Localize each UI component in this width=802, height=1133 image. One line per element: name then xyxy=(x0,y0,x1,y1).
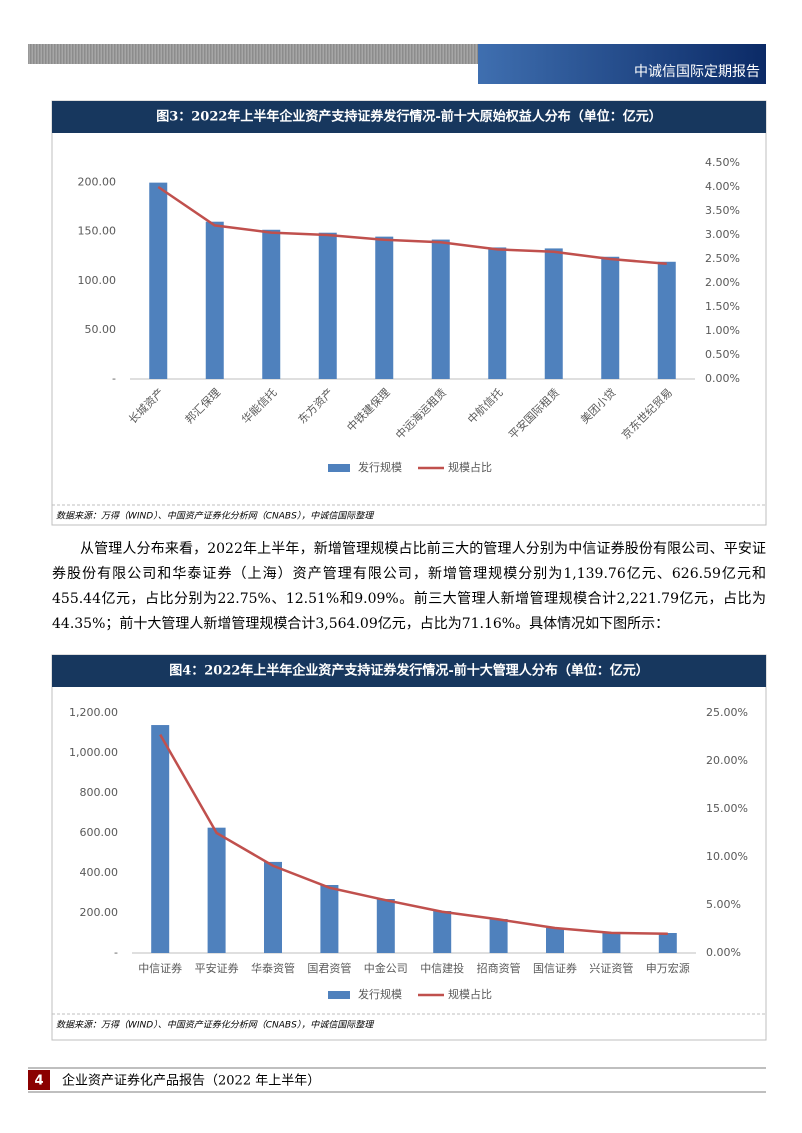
y2-tick-label: 1.50% xyxy=(705,300,740,313)
bar xyxy=(264,861,282,953)
x-tick-label: 华能信托 xyxy=(238,385,279,426)
y-tick-label: 200.00 xyxy=(80,906,119,919)
bar xyxy=(262,229,281,379)
y2-tick-label: 2.50% xyxy=(705,252,740,265)
x-tick-label: 国君资管 xyxy=(307,961,351,975)
x-tick-label: 美团小贷 xyxy=(577,385,618,426)
y-tick-label: - xyxy=(114,946,118,959)
bar xyxy=(151,725,170,953)
footer-title: 企业资产证券化产品报告（2022 年上半年） xyxy=(62,1073,320,1089)
bar xyxy=(601,256,620,379)
y-tick-label: 600.00 xyxy=(80,826,119,839)
figure-title: 图3：2022年上半年企业资产支持证券发行情况-前十大原始权益人分布（单位：亿元… xyxy=(156,109,662,125)
x-tick-label: 平安国际租赁 xyxy=(505,385,562,442)
y2-tick-label: 3.50% xyxy=(705,204,740,217)
legend-label: 规模占比 xyxy=(448,987,492,1001)
x-tick-label: 国信证券 xyxy=(533,961,577,975)
legend-swatch xyxy=(328,991,350,999)
page-number-box xyxy=(28,1070,50,1090)
y-tick-label: 100.00 xyxy=(78,274,117,287)
figure-title-bar xyxy=(52,101,766,133)
bar xyxy=(205,221,224,379)
bar xyxy=(149,182,168,379)
y2-tick-label: 4.00% xyxy=(705,180,740,193)
y2-tick-label: 25.00% xyxy=(706,706,748,719)
legend-label: 发行规模 xyxy=(358,460,402,474)
x-tick-label: 长城资产 xyxy=(125,385,166,426)
y2-tick-label: 20.00% xyxy=(706,754,748,767)
y2-tick-label: 1.00% xyxy=(705,324,740,337)
y-tick-label: 200.00 xyxy=(78,176,117,189)
line xyxy=(157,185,667,266)
source: 数据来源：万得（WIND）、中国资产证券化分析网（CNABS），中诚信国际整理 xyxy=(56,1020,375,1031)
y2-tick-label: 15.00% xyxy=(706,802,748,815)
header-title: 中诚信国际定期报告 xyxy=(634,64,760,80)
y-tick-label: 400.00 xyxy=(80,866,119,879)
x-tick-label: 兴证资管 xyxy=(589,961,633,975)
y-tick-label: 1,000.00 xyxy=(69,746,118,759)
legend-swatch xyxy=(328,464,350,472)
legend-label: 规模占比 xyxy=(448,460,492,474)
bar xyxy=(375,236,394,379)
y2-tick-label: 0.50% xyxy=(705,348,740,361)
x-tick-label: 东方资产 xyxy=(295,385,336,426)
x-tick-label: 中信证券 xyxy=(138,961,182,975)
bar xyxy=(602,932,621,953)
y2-tick-label: 0.00% xyxy=(706,946,741,959)
y-tick-label: - xyxy=(112,372,116,385)
bar xyxy=(544,248,563,379)
y-tick-label: 1,200.00 xyxy=(69,706,118,719)
y2-tick-label: 0.00% xyxy=(705,372,740,385)
header-band xyxy=(28,44,478,64)
x-tick-label: 中航信托 xyxy=(464,385,505,426)
y-tick-label: 150.00 xyxy=(78,225,117,238)
bar xyxy=(489,919,508,953)
x-tick-label: 招商资管 xyxy=(477,961,521,975)
bar xyxy=(320,885,339,953)
bar xyxy=(207,827,226,953)
figure-title: 图4：2022年上半年企业资产支持证券发行情况-前十大管理人分布（单位：亿元） xyxy=(169,663,649,679)
y-tick-label: 800.00 xyxy=(80,786,119,799)
x-tick-label: 京东世纪贸易 xyxy=(618,385,675,442)
bar xyxy=(546,928,564,953)
y-tick-label: 50.00 xyxy=(85,323,117,336)
y2-tick-label: 3.00% xyxy=(705,228,740,241)
x-tick-label: 中远海运租赁 xyxy=(392,385,449,442)
bar xyxy=(431,239,450,379)
bar xyxy=(376,899,395,953)
legend-label: 发行规模 xyxy=(358,987,402,1001)
source: 数据来源：万得（WIND）、中国资产证券化分析网（CNABS），中诚信国际整理 xyxy=(56,511,375,522)
bar xyxy=(657,261,676,379)
x-tick-label: 中信建投 xyxy=(420,961,464,975)
x-tick-label: 中铁建保理 xyxy=(344,385,393,434)
bar xyxy=(433,911,452,953)
y2-tick-label: 4.50% xyxy=(705,156,740,169)
x-tick-label: 申万宏源 xyxy=(646,961,690,975)
bar xyxy=(658,933,677,953)
y2-tick-label: 5.00% xyxy=(706,898,741,911)
header-banner xyxy=(478,44,766,84)
x-tick-label: 中金公司 xyxy=(364,961,408,975)
bar xyxy=(488,247,507,379)
line xyxy=(159,733,668,936)
x-tick-label: 平安证券 xyxy=(195,961,239,975)
figure-title-bar xyxy=(52,655,766,687)
paragraph: 从管理人分布来看，2022年上半年，新增管理规模占比前三大的管理人分别为中信证券… xyxy=(52,541,766,632)
y2-tick-label: 2.00% xyxy=(705,276,740,289)
y2-tick-label: 10.00% xyxy=(706,850,748,863)
page-number: 4 xyxy=(34,1074,43,1089)
bar xyxy=(318,232,337,379)
x-tick-label: 邦汇保理 xyxy=(182,385,223,426)
x-tick-label: 华泰资管 xyxy=(251,961,295,975)
